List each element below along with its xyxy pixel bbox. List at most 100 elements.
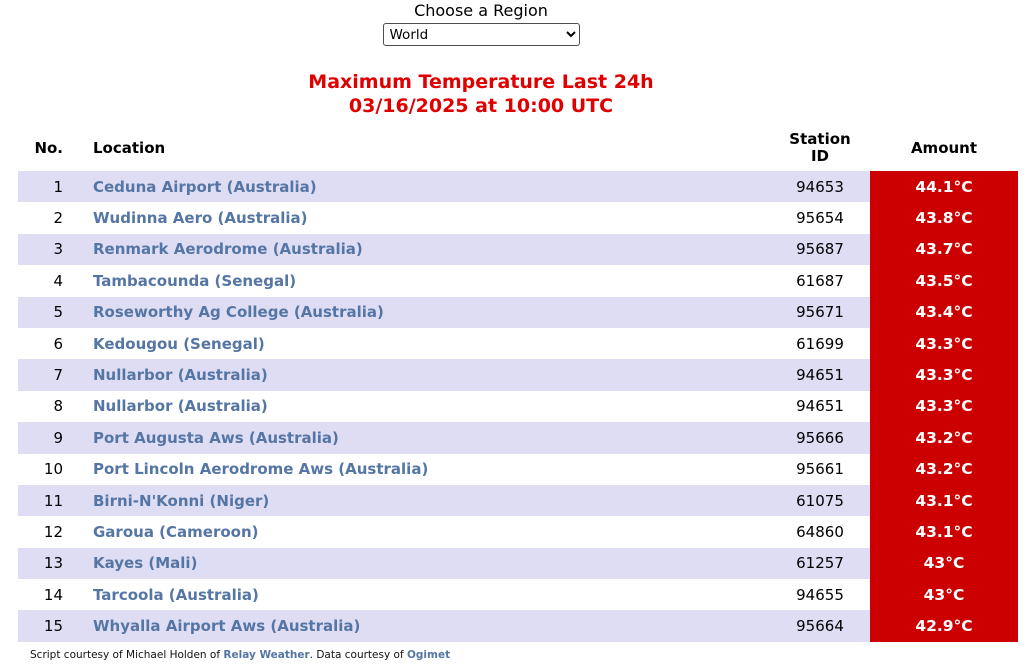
- location-link[interactable]: Tarcoola (Australia): [93, 585, 259, 604]
- row-number: 13: [43, 554, 63, 573]
- amount-value: 43.5°C: [870, 265, 1018, 297]
- row-number: 1: [53, 177, 63, 196]
- footer-script-credit: Script courtesy of Michael Holden of: [30, 648, 224, 661]
- location-cell: Tarcoola (Australia): [75, 579, 770, 610]
- amount-value: 43.8°C: [870, 202, 1018, 234]
- table-row: 9 Port Augusta Aws (Australia) 95666 43.2°C: [18, 422, 1018, 454]
- location-cell: Garoua (Cameroon): [75, 516, 770, 547]
- table-row: 5 Roseworthy Ag College (Australia) 95671 4…: [18, 296, 1018, 328]
- station-id-value: 95664: [796, 617, 844, 636]
- station-id-value: 95661: [796, 460, 844, 479]
- footer-credits: Script courtesy of Michael Holden of Rel…: [30, 649, 1035, 661]
- table-row: 4 Tambacounda (Senegal) 61687 43.5°C: [18, 265, 1018, 297]
- location-cell: Kedougou (Senegal): [75, 328, 770, 359]
- table-row: 14 Tarcoola (Australia) 94655 43°C: [18, 579, 1018, 611]
- row-number: 3: [53, 240, 63, 259]
- region-label: Choose a Region: [414, 1, 548, 20]
- station-id-value: 61075: [796, 491, 844, 510]
- location-link[interactable]: Port Lincoln Aerodrome Aws (Australia): [93, 460, 429, 479]
- table-row: 7 Nullarbor (Australia) 94651 43.3°C: [18, 359, 1018, 391]
- location-link[interactable]: Wudinna Aero (Australia): [93, 209, 308, 228]
- amount-value: 43.1°C: [870, 484, 1018, 517]
- location-link[interactable]: Renmark Aerodrome (Australia): [93, 240, 363, 259]
- table-row: 1 Ceduna Airport (Australia) 94653 44.1°C: [18, 171, 1018, 203]
- amount-value: 43°C: [870, 579, 1018, 611]
- amount-value: 43.7°C: [870, 233, 1018, 266]
- amount-value: 43°C: [870, 547, 1018, 580]
- location-cell: Port Lincoln Aerodrome Aws (Australia): [75, 454, 770, 485]
- location-link[interactable]: Ceduna Airport (Australia): [93, 177, 317, 196]
- table-row: 15 Whyalla Airport Aws (Australia) 95664 42…: [18, 610, 1018, 642]
- location-cell: Port Augusta Aws (Australia): [75, 422, 770, 453]
- row-number: 6: [53, 334, 63, 353]
- table-row: 12 Garoua (Cameroon) 64860 43.1°C: [18, 516, 1018, 548]
- temperature-table: No. Location Station ID Amount 1 Ceduna A…: [18, 124, 1018, 642]
- location-link[interactable]: Nullarbor (Australia): [93, 366, 268, 385]
- location-link[interactable]: Nullarbor (Australia): [93, 397, 268, 416]
- station-id-value: 61699: [796, 334, 844, 353]
- location-link[interactable]: Whyalla Airport Aws (Australia): [93, 617, 361, 636]
- region-select[interactable]: World: [382, 23, 580, 46]
- station-id-value: 94651: [796, 397, 844, 416]
- location-cell: Nullarbor (Australia): [75, 391, 770, 422]
- table-row: 11 Birni-N'Konni (Niger) 61075 43.1°C: [18, 484, 1018, 517]
- row-number: 8: [53, 397, 63, 416]
- location-link[interactable]: Roseworthy Ag College (Australia): [93, 303, 384, 322]
- row-number: 10: [43, 460, 63, 479]
- relay-weather-link[interactable]: Relay Weather: [223, 648, 310, 661]
- station-id-value: 95687: [796, 240, 844, 259]
- amount-value: 43.3°C: [870, 327, 1018, 360]
- table-row: 6 Kedougou (Senegal) 61699 43.3°C: [18, 327, 1018, 360]
- amount-value: 43.2°C: [870, 422, 1018, 454]
- table-row: 8 Nullarbor (Australia) 94651 43.3°C: [18, 390, 1018, 423]
- location-link[interactable]: Port Augusta Aws (Australia): [93, 428, 339, 447]
- location-cell: Ceduna Airport (Australia): [75, 171, 770, 202]
- amount-value: 44.1°C: [870, 171, 1018, 203]
- region-chooser: Choose a Region World Maximum Temperatur…: [0, 0, 962, 118]
- page-title: Maximum Temperature Last 24h 03/16/2025 …: [0, 71, 962, 118]
- amount-value: 43.1°C: [870, 516, 1018, 548]
- row-number: 4: [53, 271, 63, 290]
- station-id-value: 64860: [796, 522, 844, 541]
- row-number: 14: [43, 585, 63, 604]
- location-link[interactable]: Birni-N'Konni (Niger): [93, 491, 270, 510]
- table-header-row: No. Location Station ID Amount: [18, 124, 1018, 171]
- amount-value: 43.2°C: [870, 453, 1018, 485]
- location-cell: Roseworthy Ag College (Australia): [75, 297, 770, 328]
- station-id-value: 61687: [796, 271, 844, 290]
- location-link[interactable]: Kedougou (Senegal): [93, 334, 265, 353]
- station-id-value: 61257: [796, 554, 844, 573]
- amount-value: 43.3°C: [870, 359, 1018, 391]
- header-no: No.: [34, 138, 63, 157]
- ogimet-link[interactable]: Ogimet: [406, 648, 451, 661]
- station-id-value: 94655: [796, 585, 844, 604]
- row-number: 11: [43, 491, 63, 510]
- row-number: 12: [43, 522, 63, 541]
- location-link[interactable]: Tambacounda (Senegal): [93, 271, 297, 290]
- table-row: 13 Kayes (Mali) 61257 43°C: [18, 547, 1018, 580]
- location-cell: Renmark Aerodrome (Australia): [75, 234, 770, 265]
- row-number: 7: [53, 366, 63, 385]
- header-location: Location: [93, 138, 166, 157]
- location-cell: Kayes (Mali): [75, 548, 770, 579]
- station-id-value: 95654: [796, 209, 844, 228]
- location-cell: Birni-N'Konni (Niger): [75, 485, 770, 516]
- amount-value: 43.3°C: [870, 390, 1018, 423]
- location-link[interactable]: Garoua (Cameroon): [93, 522, 259, 541]
- table-row: 2 Wudinna Aero (Australia) 95654 43.8°C: [18, 202, 1018, 234]
- row-number: 5: [53, 303, 63, 322]
- location-cell: Wudinna Aero (Australia): [75, 202, 770, 233]
- page-title-line1: Maximum Temperature Last 24h: [308, 71, 654, 93]
- location-link[interactable]: Kayes (Mali): [93, 554, 198, 573]
- station-id-value: 94651: [796, 366, 844, 385]
- station-id-value: 95671: [796, 303, 844, 322]
- footer-data-credit: . Data courtesy of: [309, 648, 407, 661]
- station-id-value: 94653: [796, 177, 844, 196]
- header-amount: Amount: [910, 138, 978, 157]
- page-title-line2: 03/16/2025 at 10:00 UTC: [348, 94, 614, 117]
- location-cell: Whyalla Airport Aws (Australia): [75, 610, 770, 641]
- table-body: 1 Ceduna Airport (Australia) 94653 44.1°C 2 W…: [18, 171, 1018, 642]
- location-cell: Nullarbor (Australia): [75, 359, 770, 390]
- row-number: 2: [53, 209, 63, 228]
- header-station-id: Station ID: [789, 129, 851, 165]
